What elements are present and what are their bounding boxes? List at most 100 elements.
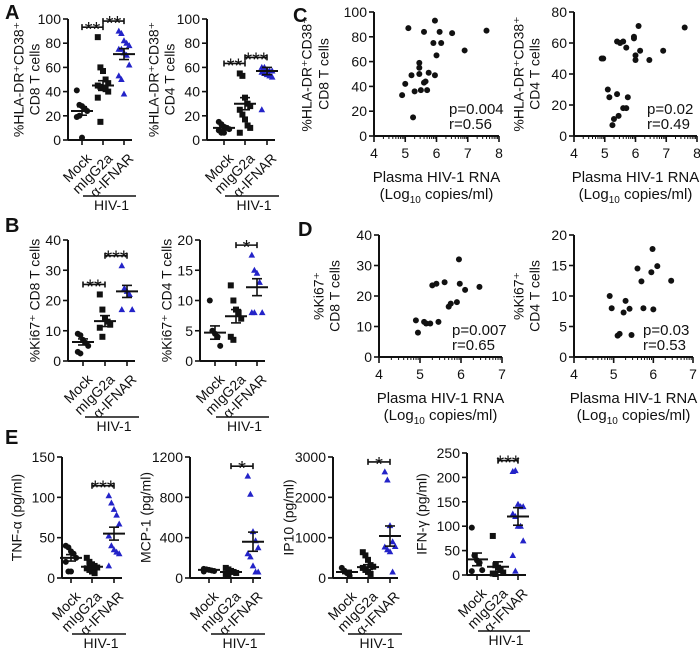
significance-label: * [238, 458, 246, 480]
scatter-point [660, 47, 667, 54]
scatter-point [462, 286, 469, 293]
data-point-triangle [115, 72, 123, 79]
y-tick-label: 40 [45, 232, 61, 248]
scatter-point [424, 87, 431, 94]
units-subscript: 10 [609, 195, 621, 206]
scatter-point [600, 55, 607, 62]
data-point-circle [73, 87, 80, 94]
scatter-point [638, 278, 645, 285]
data-point-triangle [105, 562, 113, 569]
y-axis-label: CD8 T cells [327, 260, 343, 332]
scatter-point [461, 47, 468, 54]
y-tick-label: 10 [45, 323, 61, 339]
y-axis-label: %HLA-DR⁺CD38⁺ [299, 16, 315, 131]
y-tick-label: 20 [184, 108, 200, 124]
scatter-point [453, 299, 460, 306]
x-tick-label: 6 [457, 366, 465, 382]
scatter-point [436, 28, 443, 35]
data-point-triangle [391, 543, 399, 550]
scatter-point [623, 44, 630, 51]
units-suffix: copies/ml) [620, 186, 693, 203]
scatter-point [626, 305, 633, 312]
data-point-square [236, 106, 243, 113]
data-point-triangle [256, 278, 263, 285]
significance-bracket [81, 24, 104, 31]
significance-label: ** [106, 13, 122, 35]
x-tick-label: 5 [416, 366, 424, 382]
x-tick-label: 7 [498, 366, 506, 382]
y-tick-label: 150 [437, 494, 461, 510]
units-prefix: (Log [380, 186, 410, 203]
data-point-square [500, 569, 507, 576]
units-suffix: copies/ml) [425, 407, 498, 424]
significance-bracket [102, 18, 125, 25]
significance-label: *** [91, 478, 115, 500]
y-tick-label: 80 [551, 4, 567, 20]
data-point-triangle [251, 309, 258, 316]
y-tick-label: 20 [551, 97, 567, 113]
x-tick-label: 7 [464, 145, 472, 161]
x-tick-label: 4 [570, 366, 578, 382]
data-point-circle [68, 568, 74, 575]
scatter-point [433, 280, 440, 287]
units-subscript: 10 [410, 195, 422, 206]
data-point-square [236, 129, 243, 136]
group-label: HIV-1 [488, 632, 523, 648]
panel-letter-a: A [5, 2, 19, 24]
data-point-circle [471, 552, 478, 559]
scatter-point [616, 330, 623, 337]
y-tick-label: 20 [45, 293, 61, 309]
y-axis-label: CD4 T cells [162, 44, 178, 116]
scatter-point [632, 57, 639, 64]
y-tick-label: 200 [437, 469, 461, 485]
y-tick-label: 20 [177, 232, 193, 248]
scatter-point [412, 317, 419, 324]
y-axis-label: CD4 T cells [527, 260, 543, 332]
significance-bracket [497, 457, 519, 464]
data-point-triangle [244, 472, 252, 479]
y-axis-label: %Ki67⁺ [511, 272, 527, 320]
data-point-triangle [254, 544, 262, 551]
data-point-triangle [386, 548, 394, 555]
group-label: HIV-1 [359, 635, 394, 651]
p-value: p=0.03 [643, 322, 689, 339]
scatter-point [681, 24, 688, 31]
units-prefix: (Log [384, 407, 414, 424]
data-point-triangle [258, 106, 266, 113]
data-point-square [230, 297, 237, 304]
data-point-square [102, 76, 109, 83]
y-tick-label: 30 [45, 262, 61, 278]
x-axis-label-units: (Log10 copies/ml) [380, 186, 494, 206]
significance-label: ** [86, 276, 102, 298]
data-point-triangle [118, 306, 126, 313]
scatter-point [609, 122, 616, 129]
scatter-point [416, 71, 423, 77]
data-point-circle [221, 129, 227, 136]
scatter-plot-6: 0 10 20 30 40 %Ki67⁺ CD8 T cells 4 5 6 7 Plasma HIV… [311, 227, 507, 427]
significance-label: *** [104, 248, 128, 270]
significance-label: *** [244, 49, 268, 71]
y-tick-label: 100 [32, 489, 56, 505]
y-tick-label: 800 [160, 489, 184, 505]
data-point-triangle [247, 490, 254, 497]
r-value: r=0.49 [647, 116, 690, 133]
data-point-triangle [244, 550, 252, 557]
data-point-triangle [512, 467, 519, 474]
x-axis-label: Plasma HIV-1 RNA [377, 390, 505, 407]
y-axis-label: %HLA-DR⁺CD38⁺ [511, 16, 527, 131]
x-tick-label: 6 [632, 145, 640, 161]
data-point-triangle [389, 568, 396, 575]
data-point-triangle [254, 568, 262, 575]
data-point-triangle [253, 269, 261, 276]
x-tick-label: 8 [693, 145, 700, 161]
data-point-triangle [108, 542, 115, 549]
y-tick-label: 2000 [295, 489, 326, 505]
p-value: p=0.007 [452, 322, 507, 339]
significance-bracket [230, 463, 254, 470]
data-point-triangle [519, 537, 527, 544]
x-tick-label: 5 [601, 145, 609, 161]
x-tick-label: 4 [375, 366, 383, 382]
y-tick-label: 40 [351, 78, 367, 94]
